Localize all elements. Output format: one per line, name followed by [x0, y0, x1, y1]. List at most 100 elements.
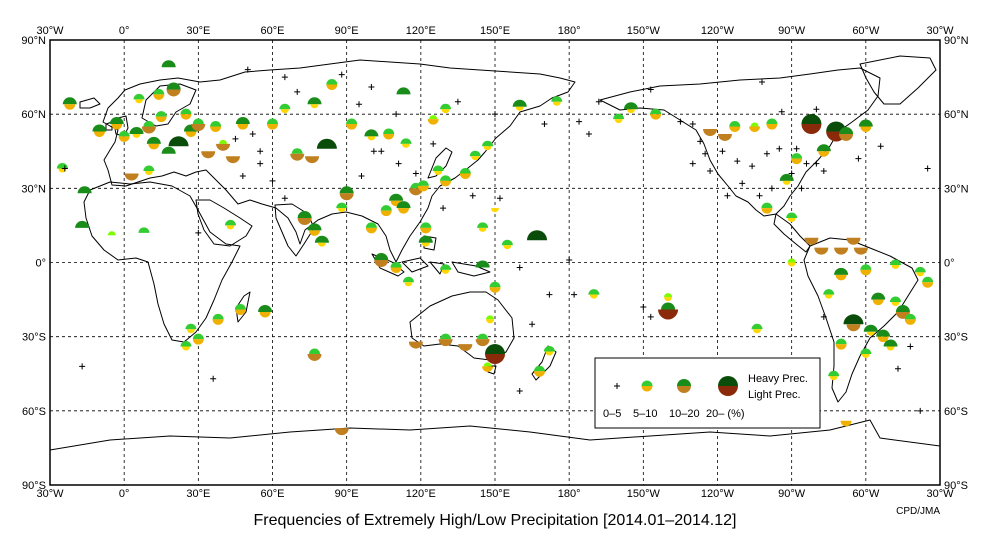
credit-label: CPD/JMA	[896, 506, 940, 517]
light-precip-marker	[483, 146, 492, 151]
heavy-precip-marker	[420, 222, 432, 228]
heavy-precip-marker	[835, 338, 847, 345]
low-frequency-marker	[647, 313, 654, 320]
low-frequency-marker	[294, 88, 301, 95]
light-precip-marker	[459, 173, 471, 179]
low-frequency-marker	[907, 343, 914, 350]
heavy-precip-marker	[816, 144, 831, 152]
low-frequency-marker	[546, 291, 553, 298]
light-precip-marker	[626, 109, 635, 114]
light-precip-marker	[383, 133, 395, 140]
heavy-precip-marker	[365, 222, 377, 228]
light-precip-marker	[860, 269, 872, 276]
light-precip-marker	[334, 428, 349, 436]
light-precip-marker	[192, 339, 204, 345]
light-precip-marker	[339, 193, 354, 201]
low-frequency-marker	[244, 66, 251, 73]
greenland-outline	[859, 55, 937, 105]
heavy-precip-marker	[383, 128, 395, 134]
low-frequency-marker	[689, 160, 696, 167]
heavy-precip-marker	[314, 235, 329, 243]
heavy-precip-marker	[402, 276, 414, 283]
heavy-precip-marker	[483, 362, 492, 367]
lon-label-top: 30°E	[186, 25, 210, 37]
light-precip-marker	[380, 210, 392, 217]
heavy-precip-marker	[834, 267, 849, 275]
lon-label-bottom: 180°	[558, 488, 581, 500]
light-precip-marker	[904, 319, 916, 325]
low-frequency-marker	[719, 148, 726, 155]
light-precip-marker	[664, 297, 673, 302]
light-precip-marker	[141, 126, 156, 134]
light-precip-marker	[420, 227, 432, 234]
antarctica-outline	[50, 419, 940, 485]
heavy-precip-marker	[396, 201, 411, 209]
light-precip-marker	[237, 124, 249, 130]
legend-class-3: 20– (%)	[706, 408, 745, 420]
low-frequency-marker	[440, 205, 447, 212]
light-precip-marker	[402, 143, 410, 148]
light-precip-marker	[791, 158, 803, 165]
heavy-precip-marker	[75, 220, 90, 228]
heavy-precip-marker	[527, 230, 548, 241]
north-america-outline	[599, 67, 881, 217]
light-precip-marker	[853, 247, 868, 255]
light-precip-marker	[872, 299, 884, 306]
heavy-precip-marker	[729, 121, 741, 127]
south-america-outline	[803, 237, 919, 403]
light-precip-marker	[840, 420, 852, 427]
low-frequency-marker	[778, 108, 785, 115]
low-frequency-marker	[492, 111, 498, 118]
heavy-precip-marker	[339, 186, 354, 194]
heavy-precip-marker	[92, 124, 107, 132]
light-precip-marker	[404, 282, 413, 287]
heavy-precip-marker	[922, 276, 934, 283]
low-frequency-marker	[232, 135, 239, 142]
light-precip-marker	[866, 331, 875, 336]
light-precip-marker	[259, 311, 271, 318]
heavy-precip-marker	[77, 186, 92, 194]
heavy-precip-marker	[477, 222, 489, 228]
light-precip-marker	[861, 353, 870, 358]
light-precip-marker	[297, 218, 312, 226]
light-precip-marker	[307, 353, 322, 361]
lat-label-left: 60°N	[21, 109, 46, 121]
heavy-precip-marker	[224, 219, 236, 226]
light-precip-marker	[290, 153, 305, 161]
light-precip-marker	[824, 294, 833, 299]
lon-label-bottom: 150°W	[627, 488, 661, 500]
heavy-precip-marker	[180, 341, 192, 347]
low-frequency-marker	[697, 138, 704, 145]
low-frequency-marker	[877, 143, 884, 150]
low-frequency-marker	[798, 185, 805, 192]
heavy-precip-marker	[429, 115, 438, 120]
heavy-precip-marker	[613, 113, 625, 120]
heavy-precip-marker	[459, 168, 471, 174]
lat-label-left: 60°S	[22, 406, 46, 418]
light-precip-marker	[317, 242, 326, 247]
light-precip-marker	[846, 237, 861, 245]
heavy-precip-marker	[396, 87, 411, 95]
lon-label-top: 120°E	[406, 25, 436, 37]
light-precip-marker	[153, 94, 165, 100]
heavy-precip-marker	[489, 281, 501, 288]
lat-label-right: 60°S	[944, 406, 968, 418]
heavy-precip-marker	[843, 314, 864, 325]
heavy-precip-marker	[876, 329, 891, 337]
heavy-precip-marker	[761, 202, 773, 209]
legend-light-label: Light Prec.	[748, 389, 801, 401]
low-frequency-marker	[195, 229, 202, 236]
heavy-precip-marker	[791, 153, 803, 159]
light-precip-marker	[922, 282, 934, 288]
low-frequency-marker	[358, 172, 365, 179]
light-precip-marker	[749, 126, 761, 133]
light-precip-marker	[111, 124, 123, 130]
heavy-precip-marker	[279, 103, 291, 110]
heavy-precip-marker	[440, 103, 452, 110]
lon-label-bottom: 30°W	[926, 488, 954, 500]
heavy-precip-marker	[883, 339, 898, 347]
heavy-precip-marker	[336, 202, 348, 209]
light-precip-marker	[703, 129, 718, 136]
light-precip-marker	[860, 126, 872, 133]
light-precip-marker	[309, 230, 321, 236]
